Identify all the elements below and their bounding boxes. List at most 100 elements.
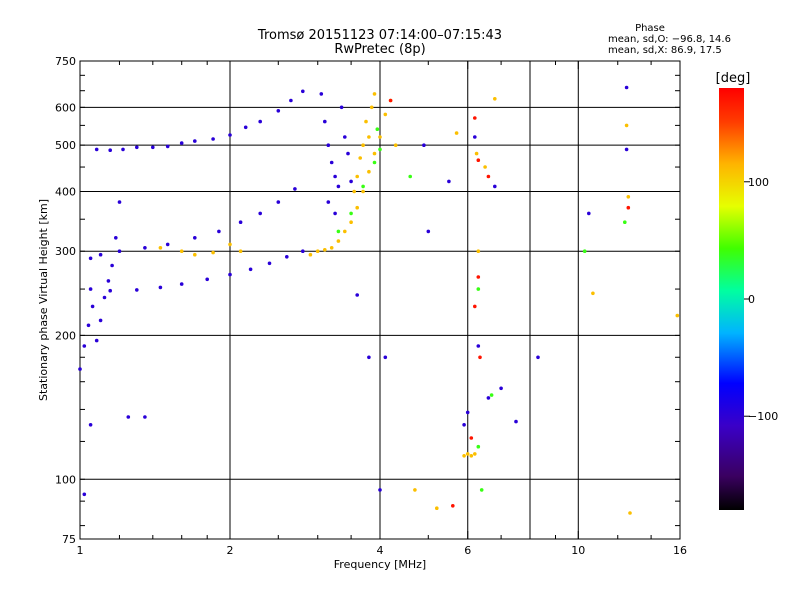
data-point [228, 242, 232, 247]
data-point [301, 249, 305, 253]
data-point [333, 211, 337, 216]
data-point [408, 174, 413, 179]
data-point [473, 116, 477, 120]
y-tick-label: 200 [55, 329, 76, 342]
data-point [413, 488, 417, 492]
data-point [94, 147, 99, 152]
data-point [94, 338, 99, 343]
data-point [493, 184, 497, 189]
data-point [476, 344, 481, 348]
data-point [355, 174, 360, 179]
data-point [361, 184, 365, 189]
data-point [267, 261, 272, 266]
data-point [489, 393, 494, 397]
data-point [465, 452, 470, 456]
data-point [336, 239, 341, 243]
data-point [217, 229, 221, 234]
data-point [205, 277, 209, 282]
data-point [476, 275, 481, 279]
data-point [582, 249, 587, 253]
data-point [393, 143, 398, 147]
x-tick-label: 4 [377, 544, 384, 557]
data-point [349, 211, 353, 216]
data-point [536, 355, 540, 360]
x-tick-label: 1 [77, 544, 84, 557]
data-point [82, 344, 87, 348]
data-point [469, 436, 474, 440]
data-point [319, 92, 324, 96]
data-point [367, 135, 371, 139]
data-point [193, 236, 197, 240]
chart-subtitle: RwPretec (8p) [334, 42, 425, 57]
data-point [474, 151, 479, 156]
y-tick-label: 100 [55, 473, 76, 486]
data-point [158, 285, 163, 290]
data-point [315, 249, 320, 253]
data-point [179, 282, 184, 286]
data-point [361, 143, 365, 147]
data-point [106, 279, 111, 283]
data-point [102, 295, 107, 300]
data-point [323, 248, 327, 252]
phase-stats-heading: Phase [635, 23, 665, 34]
data-point [454, 131, 459, 135]
y-tick-label: 500 [55, 139, 76, 152]
data-point [238, 220, 243, 224]
data-point [258, 119, 263, 124]
colorbar-ticks: 100 0 −100 [744, 176, 778, 423]
data-point [88, 423, 93, 427]
data-point [110, 263, 114, 268]
phase-stats-o: mean, sd,O: −96.8, 14.6 [608, 34, 731, 45]
data-point [447, 179, 451, 184]
data-point [343, 135, 347, 139]
data-point [626, 205, 631, 210]
data-point [623, 220, 627, 224]
data-point [86, 323, 91, 328]
y-axis-label: Stationary phase Virtual Height [km] [37, 199, 50, 401]
y-tick-label: 300 [55, 245, 76, 258]
data-point [228, 133, 232, 137]
data-point [355, 205, 360, 210]
data-point [349, 179, 353, 184]
data-point [98, 318, 103, 323]
data-point [135, 288, 139, 292]
x-tick-label: 10 [571, 544, 585, 557]
data-point [378, 147, 382, 152]
data-point [276, 200, 281, 204]
x-axis-label: Frequency [MHz] [334, 558, 426, 571]
data-point [378, 488, 382, 492]
data-point [624, 123, 629, 128]
data-point [352, 189, 357, 194]
data-point [426, 229, 431, 234]
data-point [473, 135, 477, 139]
data-point [587, 211, 591, 216]
data-point [179, 249, 184, 253]
y-tick-label: 750 [55, 55, 76, 68]
data-point [88, 287, 93, 291]
data-point [121, 147, 125, 152]
data-point [675, 313, 680, 318]
x-tick-label: 6 [464, 544, 471, 557]
data-point [361, 189, 365, 194]
data-point [336, 229, 341, 234]
data-point [179, 141, 184, 145]
colorbar-label: [deg] [716, 71, 751, 86]
data-point [476, 249, 481, 253]
data-point [367, 355, 371, 360]
data-point [375, 127, 380, 131]
data-point [499, 386, 503, 391]
data-point [486, 396, 491, 400]
data-point [624, 147, 629, 152]
data-point [158, 246, 163, 250]
y-tick-label: 600 [55, 101, 76, 114]
data-point [108, 148, 112, 152]
data-point [451, 504, 455, 508]
y-axis-ticks: 75 100 200 300 400 500 600 750 [55, 55, 680, 546]
data-point [98, 252, 103, 257]
data-point [88, 256, 93, 261]
data-point [388, 98, 393, 103]
y-tick-label: 75 [62, 533, 76, 546]
data-point [462, 454, 466, 458]
data-point [383, 355, 388, 360]
data-point [514, 419, 518, 424]
